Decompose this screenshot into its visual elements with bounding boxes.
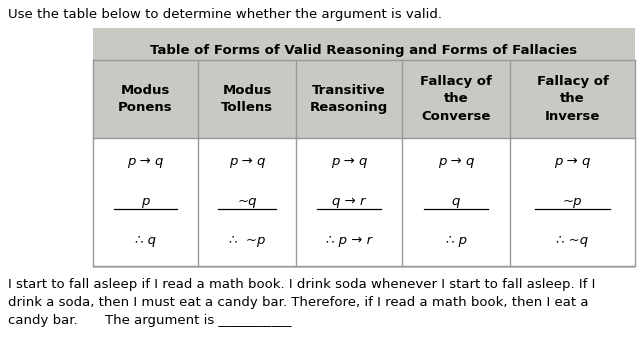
Text: p → q: p → q (438, 155, 474, 168)
Text: q: q (452, 196, 460, 208)
Bar (296, 138, 402, 266)
Text: ~q: ~q (237, 196, 257, 208)
Text: p → q: p → q (554, 155, 591, 168)
Text: p: p (141, 196, 150, 208)
Bar (402, 138, 510, 266)
Text: ∴ ~q: ∴ ~q (556, 234, 588, 247)
Text: Fallacy of
the
Converse: Fallacy of the Converse (420, 76, 492, 122)
Text: p → q: p → q (127, 155, 164, 168)
Text: p → q: p → q (331, 155, 367, 168)
Text: ∴ q: ∴ q (135, 234, 156, 247)
Text: p → q: p → q (229, 155, 265, 168)
Text: Table of Forms of Valid Reasoning and Forms of Fallacies: Table of Forms of Valid Reasoning and Fo… (150, 44, 577, 57)
Text: The argument is ___________: The argument is ___________ (105, 314, 291, 327)
Text: Modus
Ponens: Modus Ponens (118, 84, 173, 114)
Text: ~p: ~p (563, 196, 583, 208)
Bar (402, 60, 510, 138)
Bar (296, 60, 402, 138)
Bar (510, 138, 635, 266)
Text: Use the table below to determine whether the argument is valid.: Use the table below to determine whether… (8, 8, 442, 21)
Text: Modus
Tollens: Modus Tollens (221, 84, 273, 114)
Text: candy bar.: candy bar. (8, 314, 78, 327)
Bar (93, 28, 635, 268)
Text: Transitive
Reasoning: Transitive Reasoning (310, 84, 388, 114)
Bar (198, 60, 296, 138)
Bar (510, 60, 635, 138)
Bar (198, 138, 296, 266)
Text: drink a soda, then I must eat a candy bar. Therefore, if I read a math book, the: drink a soda, then I must eat a candy ba… (8, 296, 588, 309)
Text: ∴  ~p: ∴ ~p (229, 234, 265, 247)
Text: ∴ p → r: ∴ p → r (326, 234, 372, 247)
Text: I start to fall asleep if I read a math book. I drink soda whenever I start to f: I start to fall asleep if I read a math … (8, 278, 595, 291)
Text: ∴ p: ∴ p (446, 234, 467, 247)
Bar (93, 60, 198, 138)
Text: Fallacy of
the
Inverse: Fallacy of the Inverse (536, 76, 608, 122)
Text: q → r: q → r (332, 196, 366, 208)
Bar (93, 138, 198, 266)
